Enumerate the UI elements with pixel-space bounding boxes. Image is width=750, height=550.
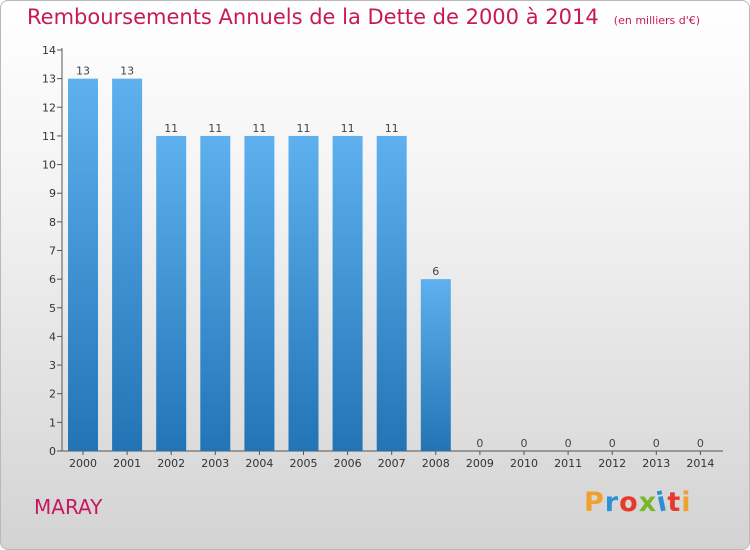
bar-value-label: 11	[252, 122, 266, 135]
logo-letter: P	[584, 487, 605, 518]
bar-value-label: 6	[432, 265, 439, 278]
y-tick-label: 13	[42, 73, 56, 86]
bar-value-label: 11	[297, 122, 311, 135]
bar-value-label: 11	[341, 122, 355, 135]
logo-letter: o	[619, 487, 639, 518]
y-tick-label: 1	[49, 416, 56, 429]
y-tick-label: 3	[49, 359, 56, 372]
x-tick-label: 2007	[378, 457, 406, 470]
bar	[244, 135, 275, 451]
bar	[156, 135, 187, 451]
bar-value-label: 0	[476, 437, 483, 450]
x-tick-label: 2006	[334, 457, 362, 470]
x-tick-label: 2014	[686, 457, 714, 470]
x-tick-label: 2005	[290, 457, 318, 470]
bar-value-label: 0	[653, 437, 660, 450]
bar-value-label: 0	[565, 437, 572, 450]
x-tick-label: 2004	[245, 457, 273, 470]
bar-value-label: 13	[76, 65, 90, 78]
x-tick-label: 2012	[598, 457, 626, 470]
y-tick-label: 9	[49, 187, 56, 200]
bar	[332, 135, 363, 451]
bar-value-label: 0	[609, 437, 616, 450]
x-tick-label: 2001	[113, 457, 141, 470]
bar	[200, 135, 231, 451]
y-tick-label: 7	[49, 245, 56, 258]
y-tick-label: 5	[49, 302, 56, 315]
y-tick-label: 4	[49, 330, 56, 343]
bar-value-label: 0	[521, 437, 528, 450]
proxiti-logo: Proxiti	[584, 486, 692, 518]
y-tick-label: 12	[42, 101, 56, 114]
bar	[288, 135, 319, 451]
bar-value-label: 11	[164, 122, 178, 135]
x-tick-label: 2011	[554, 457, 582, 470]
bar-value-label: 13	[120, 65, 134, 78]
logo-letter: r	[604, 487, 620, 518]
y-tick-label: 10	[42, 159, 56, 172]
x-tick-label: 2010	[510, 457, 538, 470]
y-tick-label: 8	[49, 216, 56, 229]
bar	[68, 78, 98, 452]
x-tick-label: 2000	[69, 457, 97, 470]
chart-title-row: Remboursements Annuels de la Dette de 20…	[27, 5, 700, 29]
x-tick-label: 2003	[201, 457, 229, 470]
y-tick-label: 0	[49, 445, 56, 458]
x-tick-label: 2002	[157, 457, 185, 470]
commune-name: MARAY	[34, 495, 103, 519]
bar	[376, 135, 407, 451]
x-tick-label: 2008	[422, 457, 450, 470]
y-tick-label: 14	[42, 44, 56, 57]
y-tick-label: 6	[49, 273, 56, 286]
y-tick-label: 2	[49, 388, 56, 401]
bar-value-label: 0	[697, 437, 704, 450]
bar	[112, 78, 143, 452]
y-tick-label: 11	[42, 130, 56, 143]
chart-title: Remboursements Annuels de la Dette de 20…	[27, 5, 599, 29]
bar	[420, 279, 451, 451]
x-tick-label: 2013	[642, 457, 670, 470]
bar-value-label: 11	[385, 122, 399, 135]
x-tick-label: 2009	[466, 457, 494, 470]
logo-letter: t	[667, 487, 682, 518]
logo-letter: i	[681, 487, 692, 518]
logo-letter: x	[638, 487, 658, 518]
bar-value-label: 11	[208, 122, 222, 135]
chart-unit: (en milliers d'€)	[613, 14, 701, 27]
